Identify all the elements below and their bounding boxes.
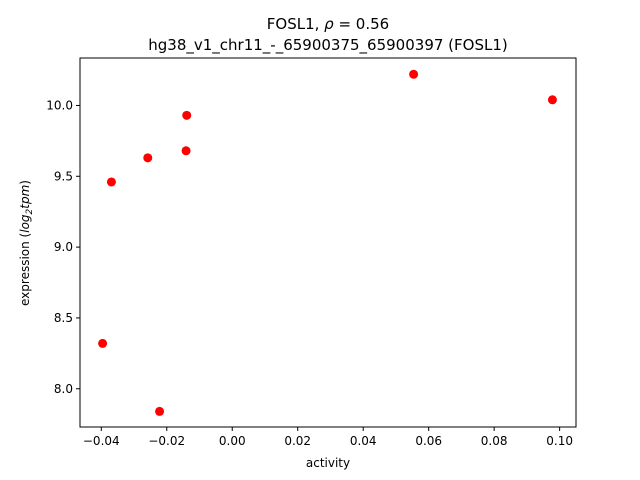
y-tick-label: 8.5 [54,311,73,325]
data-points [98,69,557,416]
y-axis-label-suffix: ) [18,180,32,185]
y-axis-label-subscript: 2 [25,208,35,214]
data-point-1 [98,338,108,348]
x-tick-label: −0.02 [148,434,185,448]
y-tick-label: 9.5 [54,169,73,183]
data-point-4 [155,406,165,416]
x-axis-label: activity [306,456,350,470]
x-tick-label: 0.02 [284,434,311,448]
y-tick-label: 8.0 [54,382,73,396]
y-axis-label-tpm: tpm [18,185,32,209]
y-axis-label-log: log [18,214,32,233]
data-point-5 [181,146,191,156]
plot-area-frame [79,57,577,428]
y-tick-label: 10.0 [46,98,73,112]
chart-title-line1: FOSL1, ρ = 0.56 [267,15,389,33]
y-axis-label: expression (log2tpm) [18,180,35,306]
x-axis-ticks: −0.04 −0.02 0.00 0.02 0.04 0.06 0.08 0.10 [83,427,573,448]
data-point-3 [143,153,153,163]
x-tick-label: 0.08 [481,434,508,448]
chart-title-rho-value: = 0.56 [334,15,390,33]
y-axis-label-prefix: expression ( [18,233,32,306]
data-point-2 [106,177,116,187]
y-tick-label: 9.0 [54,240,73,254]
data-point-8 [547,95,557,105]
chart-title-prefix: FOSL1, [267,15,324,33]
chart-title-line2: hg38_v1_chr11_-_65900375_65900397 (FOSL1… [148,36,507,55]
x-tick-label: 0.10 [546,434,573,448]
x-tick-label: −0.04 [83,434,120,448]
chart-title-rho: ρ [324,15,334,33]
data-point-7 [409,69,419,79]
x-tick-label: 0.04 [350,434,377,448]
x-tick-label: 0.06 [415,434,442,448]
y-axis-ticks: 8.0 8.5 9.0 9.5 10.0 [46,98,80,396]
x-tick-label: 0.00 [219,434,246,448]
data-point-6 [182,110,192,120]
